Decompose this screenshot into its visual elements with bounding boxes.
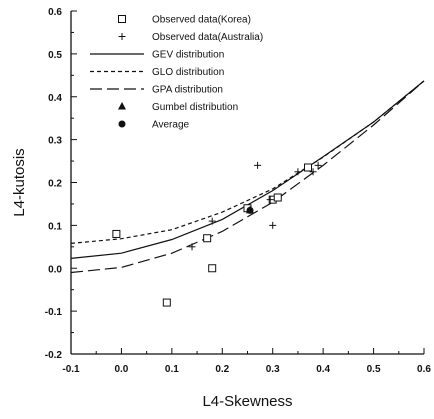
x-axis-label: L4-Skewness bbox=[202, 393, 292, 410]
gpa-distribution-curve bbox=[70, 80, 425, 274]
y-tick-label: 0.0 bbox=[48, 264, 62, 275]
observed-data-australia-point bbox=[188, 243, 196, 251]
observed-data-australia-point bbox=[254, 161, 262, 169]
observed-data-korea-point bbox=[162, 298, 171, 307]
legend-gpa-distribution-label: GPA distribution bbox=[152, 85, 223, 96]
x-tick-label: 0.6 bbox=[417, 364, 431, 375]
y-tick-label: 0.6 bbox=[48, 7, 62, 18]
y-tick-label: 0.3 bbox=[48, 136, 62, 147]
observed-data-australia-point bbox=[208, 217, 216, 225]
observed-data-australia-point bbox=[294, 168, 302, 176]
legend-observed-data-australia-label: Observed data(Australia) bbox=[152, 32, 263, 43]
y-tick-label: -0.2 bbox=[45, 350, 63, 361]
observed-data-australia-point bbox=[314, 161, 322, 169]
legend-gumbel-distribution-swatch bbox=[118, 102, 126, 110]
legend: Observed data(Korea) Observed data(Austra… bbox=[90, 15, 263, 131]
x-tick-label: 0.5 bbox=[367, 364, 381, 375]
observed-data-korea-point bbox=[304, 163, 313, 172]
observed-data-korea-point bbox=[112, 229, 121, 238]
y-tick-label: -0.1 bbox=[45, 307, 63, 318]
y-axis-ticks: -0.2 -0.1 0.0 0.1 0.2 0.3 0.4 0.5 0.6 bbox=[45, 7, 77, 361]
glo-distribution-curve bbox=[70, 80, 425, 244]
legend-gumbel-distribution-label: Gumbel distribution bbox=[152, 102, 238, 113]
legend-average-label: Average bbox=[152, 120, 190, 131]
legend-observed-data-korea-swatch bbox=[118, 15, 126, 23]
x-tick-label: 0.4 bbox=[316, 364, 330, 375]
observed-data-australia-point bbox=[309, 168, 317, 176]
plot-frame bbox=[70, 11, 424, 355]
x-axis-ticks: -0.1 0.0 0.1 0.2 0.3 0.4 0.5 0.6 bbox=[62, 348, 431, 375]
legend-gev-distribution-label: GEV distribution bbox=[152, 50, 224, 61]
legend-observed-data-australia-swatch bbox=[118, 33, 126, 40]
distribution-curves bbox=[70, 80, 425, 274]
x-tick-label: -0.1 bbox=[62, 364, 80, 375]
y-tick-label: 0.2 bbox=[48, 179, 62, 190]
observed-data-korea-point bbox=[273, 193, 282, 202]
x-tick-label: 0.0 bbox=[114, 364, 128, 375]
y-tick-label: 0.1 bbox=[48, 221, 62, 232]
x-tick-label: 0.3 bbox=[266, 364, 280, 375]
observed-data-korea-point bbox=[203, 234, 212, 243]
legend-average-swatch bbox=[118, 120, 126, 128]
observed-data-korea-point bbox=[208, 264, 217, 273]
legend-observed-data-korea-label: Observed data(Korea) bbox=[152, 15, 251, 26]
y-tick-label: 0.4 bbox=[48, 93, 62, 104]
x-tick-label: 0.2 bbox=[215, 364, 229, 375]
legend-glo-distribution-label: GLO distribution bbox=[152, 67, 224, 78]
average-point bbox=[246, 206, 254, 214]
observed-data-australia-point bbox=[269, 221, 277, 229]
y-axis-label: L4-kutosis bbox=[11, 148, 28, 216]
observed-data-australia-point bbox=[266, 196, 274, 204]
y-tick-label: 0.5 bbox=[48, 50, 62, 61]
data-points bbox=[112, 161, 322, 307]
x-tick-label: 0.1 bbox=[165, 364, 179, 375]
